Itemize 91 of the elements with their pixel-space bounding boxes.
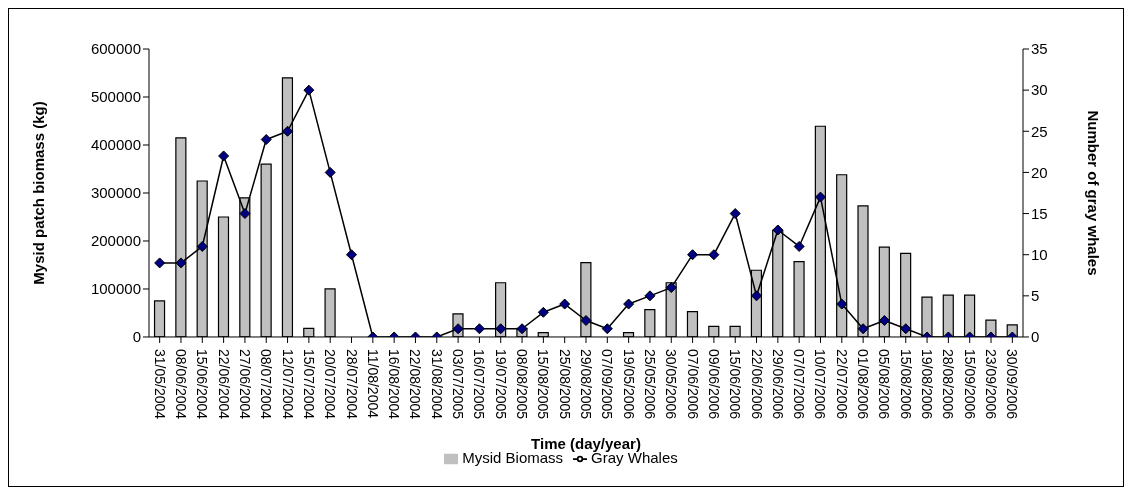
x-tick-label: 31/08/2004	[428, 348, 445, 420]
point	[473, 323, 485, 335]
x-tick-label: 03/07/2005	[450, 348, 467, 420]
x-tick-label: 08/07/2004	[258, 348, 275, 420]
point	[537, 306, 549, 318]
y-tick-label: 100000	[90, 280, 141, 298]
point	[495, 323, 507, 335]
point	[239, 208, 251, 220]
x-tick-label: 25/05/2006	[641, 348, 658, 420]
x-tick-label: 22/08/2004	[407, 348, 424, 420]
point	[687, 249, 699, 261]
x-tick-label: 23/09/2006	[983, 348, 1000, 420]
x-tick-label: 15/07/2004	[300, 348, 317, 420]
y-tick-label: 600000	[90, 40, 141, 58]
y-tick-label: 0	[132, 328, 141, 346]
point	[154, 257, 166, 269]
x-tick-label: 31/05/2004	[151, 348, 168, 420]
x-tick-label: 22/06/2006	[748, 348, 765, 420]
point	[218, 150, 230, 162]
point	[814, 191, 826, 203]
y2-axis-title: Number of gray whales	[1084, 110, 1102, 276]
x-tick-label: 28/08/2006	[940, 348, 957, 420]
x-tick-label: 19/08/2006	[919, 348, 936, 420]
x-tick-label: 05/08/2006	[876, 348, 893, 420]
y-tick-label: 200000	[90, 232, 141, 250]
point	[900, 323, 912, 335]
y2-tick-label: 5	[1031, 287, 1040, 305]
x-tick-label: 16/07/2005	[471, 348, 488, 420]
point	[836, 298, 848, 310]
point	[665, 282, 677, 294]
x-tick-label: 12/07/2004	[279, 348, 296, 420]
y2-tick-label: 20	[1031, 163, 1048, 181]
point	[601, 323, 613, 335]
x-tick-label: 29/08/2005	[578, 348, 594, 420]
y-axis-title: Mysid patch biomass (kg)	[30, 101, 48, 285]
point	[751, 290, 763, 302]
x-tick-label: 15/08/2006	[897, 348, 914, 420]
point	[196, 240, 208, 252]
point	[878, 315, 890, 327]
x-tick-label: 29/06/2006	[769, 348, 786, 420]
x-tick-label: 30/05/2006	[663, 348, 680, 420]
point	[303, 84, 315, 96]
x-tick-label: 16/08/2004	[386, 348, 403, 420]
x-tick-label: 01/08/2006	[855, 348, 872, 420]
x-tick-label: 15/09/2006	[961, 348, 978, 420]
x-tick-label: 22/07/2006	[833, 348, 850, 420]
point	[772, 224, 784, 236]
x-tick-label: 25/08/2005	[556, 348, 573, 420]
point	[623, 298, 635, 310]
x-tick-label: 20/07/2004	[322, 348, 339, 420]
x-tick-label: 10/07/2006	[812, 348, 829, 420]
x-tick-label: 19/07/2005	[492, 348, 509, 420]
x-tick-label: 27/06/2004	[236, 348, 253, 420]
y-tick-label: 300000	[90, 184, 141, 202]
y2-tick-label: 0	[1031, 328, 1040, 346]
x-tick-label: 15/08/2005	[535, 348, 552, 420]
point	[793, 240, 805, 252]
point	[644, 290, 656, 302]
y2-tick-label: 10	[1031, 246, 1048, 264]
point	[324, 166, 336, 178]
point	[282, 125, 294, 137]
x-tick-label: 11/08/2004	[364, 348, 381, 419]
y-tick-label: 500000	[90, 88, 141, 106]
point	[175, 257, 187, 269]
y2-tick-label: 25	[1031, 122, 1048, 140]
x-tick-label: 07/07/2006	[791, 348, 808, 420]
point	[452, 323, 464, 335]
point	[516, 323, 528, 335]
point	[559, 298, 571, 310]
x-tick-label: 30/09/2006	[1004, 348, 1021, 420]
y2-tick-label: 30	[1031, 81, 1048, 99]
point	[857, 323, 869, 335]
point	[708, 249, 720, 261]
legend-label: Mysid Biomass	[462, 448, 564, 466]
point	[729, 208, 741, 220]
point	[260, 134, 272, 145]
x-tick-label: 09/06/2006	[705, 348, 722, 420]
x-tick-label: 19/05/2006	[620, 348, 637, 420]
x-tick-label: 28/07/2004	[343, 348, 360, 420]
x-tick-label: 22/06/2004	[215, 348, 232, 420]
y-tick-label: 400000	[90, 136, 141, 154]
y2-tick-label: 35	[1031, 40, 1048, 58]
x-tick-label: 07/06/2006	[684, 348, 701, 420]
point	[346, 249, 358, 261]
y2-tick-label: 15	[1031, 204, 1048, 222]
x-tick-label: 15/06/2004	[194, 348, 211, 420]
x-tick-label: 15/06/2006	[727, 348, 744, 420]
point	[580, 315, 592, 327]
x-tick-label: 08/08/2005	[514, 348, 531, 420]
x-tick-label: 07/09/2005	[599, 348, 616, 420]
x-tick-label: 08/06/2004	[172, 348, 189, 420]
